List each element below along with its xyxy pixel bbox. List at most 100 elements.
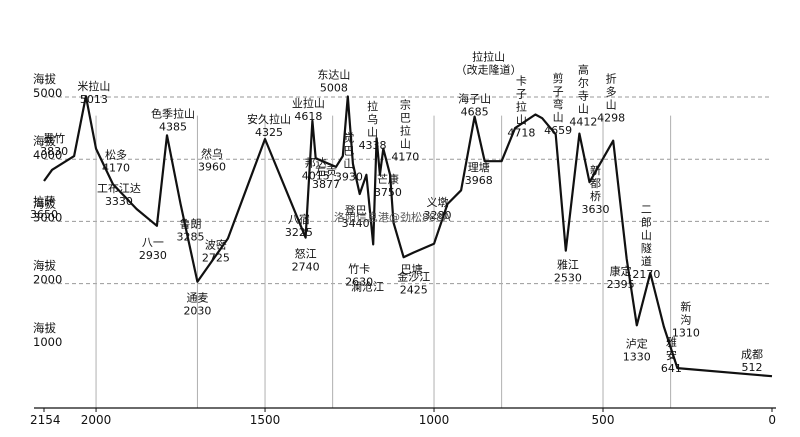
x-tick-label: 2000 (81, 413, 112, 427)
y-axis-label: 海拔 (33, 134, 56, 148)
place-name: 子 (516, 88, 527, 101)
place-name: 东达山 (317, 69, 350, 82)
y-axis-label: 海拔 (33, 259, 56, 273)
place-name: 拉萨 (33, 194, 55, 208)
elevation-value: 1310 (672, 327, 700, 340)
place-name: 安久拉山 (247, 112, 291, 126)
elevation-value: 3960 (198, 160, 226, 173)
place-name: 八一 (142, 236, 164, 249)
place-name: 子 (553, 85, 564, 98)
elevation-value: 3930 (335, 171, 363, 184)
elevation-value: 3225 (285, 226, 313, 239)
elevation-value: 2425 (400, 284, 428, 297)
elevation-value: 5013 (80, 93, 108, 106)
place-name: 桥 (590, 190, 601, 203)
place-name: 山 (606, 99, 617, 112)
place-name: 八宿 (288, 212, 310, 226)
elevation-value: 3285 (177, 231, 205, 244)
x-tick-label: 2154 (30, 413, 61, 427)
place-name: 山 (367, 126, 378, 139)
place-name: 金沙江 (397, 270, 430, 284)
place-name: 登巴 (345, 203, 367, 217)
place-name: 义墩 (427, 195, 449, 209)
elevation-value: 4298 (597, 112, 625, 125)
elevation-value: 3750 (374, 186, 402, 199)
place-name: 通麦 (186, 292, 208, 305)
elevation-value: 3440 (342, 217, 370, 230)
place-name: 左贡 (315, 165, 337, 178)
watermark: 洛阳信息港@劲松888A (334, 210, 451, 224)
y-axis-label: 5000 (33, 86, 62, 100)
place-name: 然乌 (201, 146, 223, 160)
x-tick-label: 1500 (250, 413, 281, 427)
place-name: 色季拉山 (151, 106, 195, 120)
place-name: 山 (516, 114, 527, 127)
x-tick-label: 0 (768, 413, 776, 427)
elevation-value: 2725 (202, 252, 230, 265)
annotation-26: 澜沧江 (351, 280, 384, 294)
y-axis-label: 2000 (33, 273, 62, 287)
place-name: 康定 (610, 264, 632, 278)
elevation-value: 3830 (40, 145, 68, 158)
place-name: 泸定 (626, 336, 648, 350)
elevation-value: 3877 (312, 178, 340, 191)
elevation-line (43, 95, 773, 378)
elevation-value: 3650 (30, 208, 58, 221)
place-name: 新 (680, 300, 691, 314)
place-name: 米拉山 (77, 79, 110, 93)
y-axis-label: 4000 (33, 148, 62, 162)
y-axis-label: 海拔 (33, 196, 56, 210)
place-name: 山 (641, 229, 652, 242)
place-name: 觉 (343, 132, 354, 145)
elevation-value: 4170 (102, 162, 130, 175)
place-name: 拉 (367, 99, 378, 113)
elevation-value: 4170 (391, 151, 419, 164)
place-name: 巴 (400, 112, 411, 125)
place-name: 新 (590, 163, 601, 177)
place-name: 道 (641, 254, 652, 268)
elevation-value: 2170 (632, 268, 660, 281)
place-name: 折 (606, 72, 617, 86)
place-name: 业拉山 (292, 96, 325, 110)
elevation-value: 4659 (544, 124, 572, 137)
elevation-value: 4618 (294, 110, 322, 123)
place-name: 弯 (553, 97, 564, 111)
place-name: 郎 (641, 215, 652, 229)
place-name: 山 (553, 111, 564, 124)
place-name: 工布江达 (97, 182, 141, 195)
place-name: 拉拉山 (472, 50, 505, 64)
place-name: 宗 (400, 98, 411, 112)
elevation-value: 3630 (581, 203, 609, 216)
place-name: 理塘 (468, 160, 490, 174)
place-name: 高 (578, 63, 589, 77)
